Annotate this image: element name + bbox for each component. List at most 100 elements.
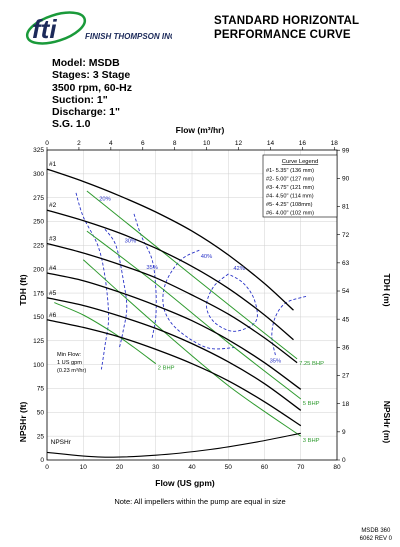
efficiency-label: 42%: [233, 266, 245, 272]
head-curve: [46, 242, 298, 364]
head-curve-label: #6: [49, 312, 57, 319]
head-curve: [46, 209, 294, 341]
curve-legend: Curve Legend #1- 5.35" (136 mm) #2- 5.00…: [262, 154, 338, 218]
y-tick-label: 275: [33, 195, 44, 202]
head-curve: [46, 168, 294, 311]
right-tick-label: 99: [342, 147, 350, 154]
x-tick-label: 40: [188, 464, 196, 471]
top-tick-label: 12: [235, 140, 243, 147]
top-tick-label: 8: [173, 140, 177, 147]
bhp-label: 2 BHP: [158, 366, 175, 372]
head-curve: [46, 297, 302, 411]
bhp-curve: [82, 259, 302, 437]
bhp-label: 7.25 BHP: [299, 361, 324, 367]
right-tick-label: 0: [342, 457, 346, 464]
y-axis-title-left: TDH (ft): [18, 274, 28, 305]
x-tick-label: 80: [333, 464, 341, 471]
top-tick-label: 10: [203, 140, 211, 147]
y-tick-label: 200: [33, 266, 44, 273]
right-tick-label: 45: [342, 316, 350, 323]
pump-specs: Model: MSDB Stages: 3 Stage 3500 rpm, 60…: [52, 57, 132, 131]
y-tick-label: 100: [33, 362, 44, 369]
y-axis-title-left-lower: NPSHr (ft): [18, 402, 28, 443]
x-tick-label: 10: [80, 464, 88, 471]
npshr-label: NPSHr: [51, 439, 72, 446]
top-tick-label: 0: [45, 140, 49, 147]
y-tick-label: 175: [33, 290, 44, 297]
y-tick-label: 75: [37, 386, 45, 393]
x-tick-label: 60: [261, 464, 269, 471]
footer-note: Note: All impellers within the pump are …: [114, 497, 286, 506]
min-flow-line-3: (0.23 m³/hr): [57, 368, 86, 374]
bhp-label: 5 BHP: [303, 401, 320, 407]
legend-entry: #4- 4.50" (114 mm): [266, 194, 314, 200]
x-axis-title-top: Flow (m³/hr): [176, 125, 225, 135]
logo-swoosh-icon: [25, 11, 87, 45]
bhp-curve: [86, 230, 302, 400]
curve-labels: 20% 30% 35% 40% 42% 35% 7.25 BHP 5 BHP 3 BHP 2 BH…: [49, 161, 324, 446]
efficiency-label: 40%: [201, 254, 213, 260]
y-tick-label: 300: [33, 171, 44, 178]
doc-number-line-1: MSDB 360: [361, 528, 391, 534]
x-tick-label: 20: [116, 464, 124, 471]
x-tick-label: 0: [45, 464, 49, 471]
top-tick-label: 4: [109, 140, 113, 147]
y-axis-title-right: TDH (m): [382, 273, 392, 306]
efficiency-label: 35%: [146, 265, 158, 271]
curves: [46, 168, 309, 458]
legend-entry: #3- 4.75" (121 mm): [266, 185, 314, 191]
bhp-label: 3 BHP: [303, 438, 320, 444]
y-tick-label: 125: [33, 338, 44, 345]
legend-entry: #1- 5.35" (136 mm): [266, 168, 314, 174]
head-curve-label: #2: [49, 202, 57, 209]
efficiency-label: 30%: [125, 239, 137, 245]
title-line-2: PERFORMANCE CURVE: [214, 29, 351, 41]
efficiency-curve: [162, 249, 236, 350]
plot-frame: [46, 149, 338, 461]
head-curve-label: #1: [49, 161, 57, 168]
efficiency-curve: [206, 273, 258, 332]
efficiency-curve: [104, 228, 128, 348]
min-flow-line-1: Min Flow:: [57, 352, 81, 358]
y-axis-title-right-lower: NPSHr (m): [382, 401, 392, 444]
efficiency-curve: [75, 192, 110, 370]
top-tick-label: 2: [77, 140, 81, 147]
top-tick-label: 18: [331, 140, 339, 147]
head-curve-label: #3: [49, 235, 57, 242]
y-tick-label: 0: [40, 457, 44, 464]
spec-stages: Stages: 3 Stage: [52, 69, 131, 82]
document-title: STANDARD HORIZONTAL PERFORMANCE CURVE: [214, 14, 359, 42]
right-tick-label: 18: [342, 401, 350, 408]
right-tick-label: 54: [342, 288, 350, 295]
npshr-curve: [46, 432, 301, 458]
head-curve-label: #4: [49, 265, 57, 272]
y-tick-label: 325: [33, 147, 44, 154]
x-axis-title-bottom: Flow (US gpm): [155, 478, 215, 488]
spec-speed: 3500 rpm, 60-Hz: [52, 81, 132, 94]
logo-mark: fti: [32, 14, 57, 44]
right-tick-label: 27: [342, 373, 350, 380]
document-number: MSDB 360 6062 REV 0: [360, 527, 392, 543]
x-tick-label: 30: [152, 464, 160, 471]
legend-entry: #5- 4.25" (108mm): [266, 202, 313, 208]
right-tick-label: 72: [342, 232, 350, 239]
top-tick-label: 14: [267, 140, 275, 147]
y-tick-label: 250: [33, 219, 44, 226]
spec-sg: S.G. 1.0: [52, 118, 91, 131]
head-curve: [46, 319, 302, 427]
right-tick-label: 63: [342, 260, 350, 267]
top-tick-label: 6: [141, 140, 145, 147]
right-tick-label: 9: [342, 429, 346, 436]
logo-company-name: FINISH THOMPSON INC.: [85, 32, 172, 41]
head-curve-label: #5: [49, 290, 57, 297]
axes: 0 10 20 30 40 50 60 70 8002550751001251501752002…: [33, 140, 349, 471]
x-tick-label: 50: [225, 464, 233, 471]
efficiency-label: 20%: [99, 197, 111, 203]
finish-thompson-logo: fti FINISH THOMPSON INC.: [12, 8, 178, 48]
y-tick-label: 225: [33, 243, 44, 250]
head-curve: [46, 272, 302, 390]
y-tick-label: 50: [37, 410, 45, 417]
y-tick-label: 150: [33, 314, 44, 321]
legend-entry: #2- 5.00" (127 mm): [266, 177, 314, 183]
